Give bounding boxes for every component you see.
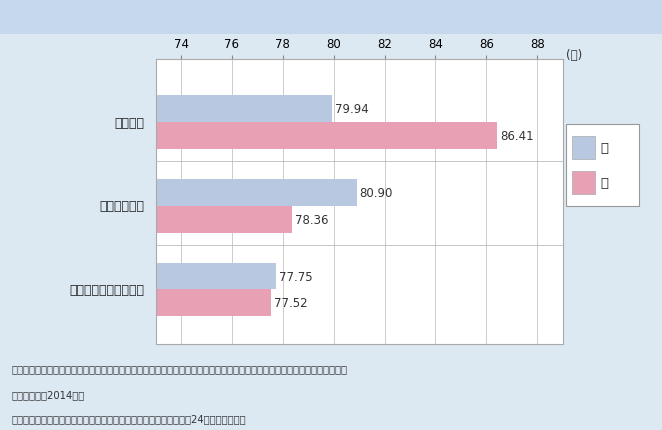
Bar [156,96,332,123]
Text: 資料：「生きたい年齢」「生きられると思う年齢」について厚生労働省政策統括官付政策評価官室委託「健康意識に関する調: 資料：「生きたい年齢」「生きられると思う年齢」について厚生労働省政策統括官付政策… [12,363,348,373]
Text: 78.36: 78.36 [295,213,328,226]
Text: 80.90: 80.90 [359,187,393,200]
Text: 図表2-4-1: 図表2-4-1 [25,10,77,23]
Text: 77.52: 77.52 [273,297,307,310]
Text: 自分の生きたい年齢と生きられると思う年齢: 自分の生きたい年齢と生きられると思う年齢 [109,9,292,25]
FancyBboxPatch shape [3,3,99,32]
Text: 86.41: 86.41 [500,130,534,143]
Bar [156,206,292,233]
Bar [156,263,277,290]
Text: 79.94: 79.94 [335,103,369,116]
FancyBboxPatch shape [572,171,595,194]
Text: 女: 女 [600,176,608,189]
Bar [156,123,496,150]
Bar [156,290,271,316]
FancyBboxPatch shape [566,125,639,206]
Text: 生きられると思う年齢: 生きられると思う年齢 [69,283,144,296]
Text: (歳): (歳) [566,49,583,61]
Text: 生きたい年齢: 生きたい年齢 [99,200,144,213]
Text: 「平均寿命」について厚生労働省大臣官房統計情報部「平成24年簡易生命表」: 「平均寿命」について厚生労働省大臣官房統計情報部「平成24年簡易生命表」 [12,414,246,424]
Text: 平均寿命: 平均寿命 [114,117,144,129]
Text: 男: 男 [600,142,608,155]
Text: 77.75: 77.75 [279,270,313,283]
Text: 査」（2014年）: 査」（2014年） [12,389,85,399]
Bar [156,180,357,206]
FancyBboxPatch shape [572,137,595,160]
